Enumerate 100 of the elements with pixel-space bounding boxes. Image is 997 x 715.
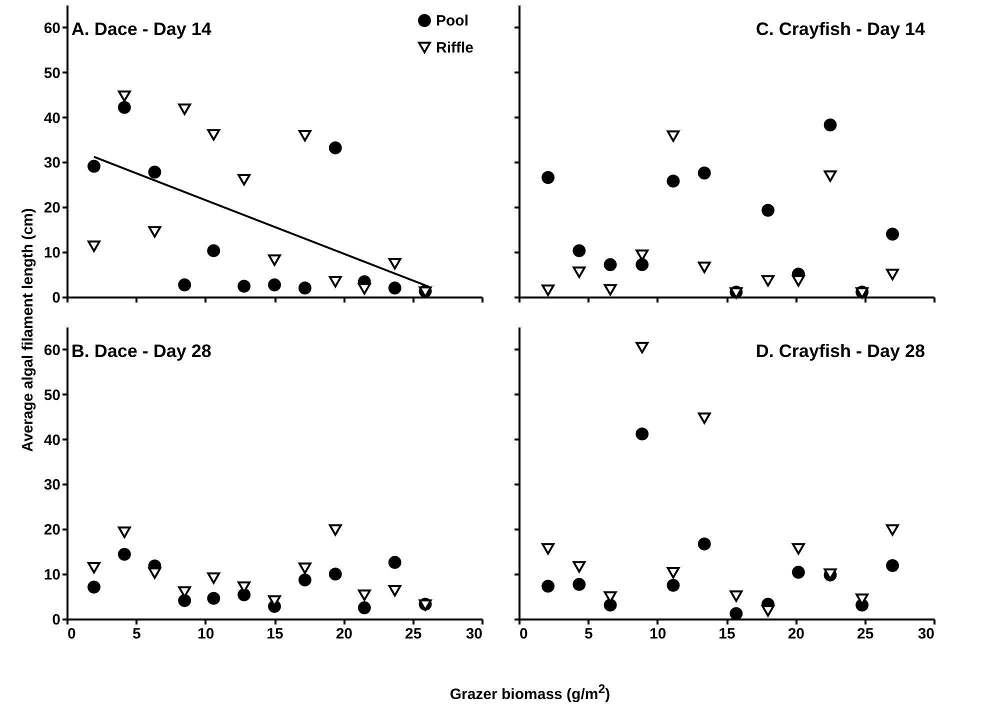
x-axis-title: Grazer biomass (g/m$^{2}$) xyxy=(450,682,610,703)
point xyxy=(358,589,371,601)
x-tick-label: 0 xyxy=(520,626,528,642)
point xyxy=(118,90,131,102)
point xyxy=(178,594,192,608)
point xyxy=(762,605,774,617)
x-tick-label: 5 xyxy=(584,626,593,642)
point xyxy=(118,100,131,114)
y-tick-label: 30 xyxy=(44,476,60,494)
y-tick-label: 20 xyxy=(44,200,60,217)
x-tick-label: 10 xyxy=(649,626,666,642)
point xyxy=(358,283,371,295)
point xyxy=(730,590,743,602)
point xyxy=(328,568,342,581)
point xyxy=(666,130,680,142)
point xyxy=(148,226,162,238)
point xyxy=(118,526,131,538)
x-tick-label: 30 xyxy=(918,626,934,642)
point xyxy=(358,601,371,614)
point xyxy=(886,228,899,241)
y-tick-label: 20 xyxy=(44,522,60,539)
point xyxy=(886,524,899,536)
point xyxy=(572,561,586,573)
point xyxy=(328,141,342,154)
y-tick-label: 40 xyxy=(44,110,60,127)
point xyxy=(298,282,312,294)
legend-label: Pool xyxy=(436,12,468,30)
text: D. Crayfish - Day 28 xyxy=(756,341,925,361)
point xyxy=(238,174,251,186)
point xyxy=(88,562,100,574)
point xyxy=(792,275,805,287)
x-tick-label: 15 xyxy=(718,626,736,642)
y-axis-title: Average algal filament length (cm) xyxy=(20,208,36,452)
point xyxy=(148,567,162,579)
point xyxy=(792,566,805,579)
x-tick-label: 20 xyxy=(336,626,353,642)
y-tick-label: 50 xyxy=(44,64,60,82)
point xyxy=(636,342,649,354)
point xyxy=(604,284,617,296)
point xyxy=(328,276,342,288)
point xyxy=(542,284,555,296)
point xyxy=(886,268,899,280)
text: A. Dace - Day 14 xyxy=(71,19,212,39)
x-tick-label: 25 xyxy=(856,626,874,642)
x-tick-label: 5 xyxy=(132,626,141,642)
point xyxy=(572,578,586,591)
y-tick-label: 0 xyxy=(52,290,60,306)
point xyxy=(542,580,555,593)
point xyxy=(207,592,220,605)
point xyxy=(298,573,312,586)
point xyxy=(762,275,774,287)
point xyxy=(178,278,192,292)
point xyxy=(792,543,805,555)
point xyxy=(666,578,680,592)
point xyxy=(698,538,711,550)
point xyxy=(572,244,586,258)
point xyxy=(268,278,281,292)
point xyxy=(572,266,586,278)
x-tick-label: 0 xyxy=(68,626,76,642)
point xyxy=(542,171,555,184)
x-tick-label: 15 xyxy=(266,626,284,642)
point xyxy=(118,548,131,561)
point xyxy=(824,118,837,132)
point xyxy=(207,244,220,258)
point xyxy=(207,572,220,584)
point xyxy=(88,240,100,252)
x-tick-label: 30 xyxy=(466,626,482,642)
point xyxy=(666,174,680,188)
point xyxy=(698,166,711,180)
point xyxy=(886,559,899,572)
point xyxy=(636,427,649,440)
point xyxy=(88,580,100,594)
point xyxy=(298,130,312,142)
point xyxy=(388,556,402,569)
point xyxy=(178,103,192,115)
point xyxy=(730,607,743,620)
point xyxy=(824,170,837,182)
point xyxy=(328,524,342,536)
legend-label: Riffle xyxy=(436,40,474,56)
point xyxy=(207,129,220,141)
point xyxy=(636,258,649,272)
y-tick-label: 50 xyxy=(44,386,60,404)
point xyxy=(542,543,555,555)
x-tick-label: 10 xyxy=(197,626,214,642)
point xyxy=(388,282,402,294)
y-tick-label: 30 xyxy=(44,154,60,172)
point xyxy=(268,254,281,266)
point xyxy=(388,258,402,270)
text: B. Dace - Day 28 xyxy=(71,341,212,361)
y-tick-label: 10 xyxy=(44,566,60,584)
text: C. Crayfish - Day 14 xyxy=(756,19,925,39)
point xyxy=(298,562,312,574)
point xyxy=(88,160,100,173)
y-tick-label: 10 xyxy=(44,244,60,262)
point xyxy=(238,280,251,293)
x-tick-label: 20 xyxy=(788,626,805,642)
point xyxy=(388,584,402,596)
point xyxy=(604,258,617,272)
point xyxy=(666,566,680,578)
y-tick-label: 0 xyxy=(52,612,60,628)
